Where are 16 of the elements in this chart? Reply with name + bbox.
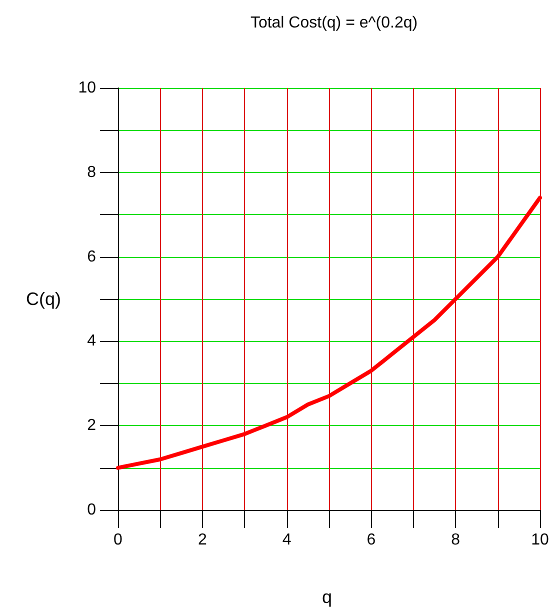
y-tick-label: 6 [87,248,96,266]
x-tick-label: 10 [531,532,549,548]
y-tick-label: 4 [87,332,96,350]
x-tick-label: 0 [114,532,123,548]
x-tick-label: 8 [451,532,460,548]
x-tick-label: 4 [282,532,292,548]
y-tick-label: 8 [87,164,96,181]
y-axis-title: C(q) [26,289,61,309]
x-tick-label: 6 [366,532,376,548]
y-tick-label: 0 [87,502,96,518]
y-tick-label: 2 [87,417,96,434]
line-series [116,196,542,470]
y-tick-label: 10 [78,80,96,96]
chart-title: Total Cost(q) = e^(0.2q) [250,14,418,32]
x-axis-title: q [322,587,332,607]
x-tick-label: 2 [198,532,207,548]
